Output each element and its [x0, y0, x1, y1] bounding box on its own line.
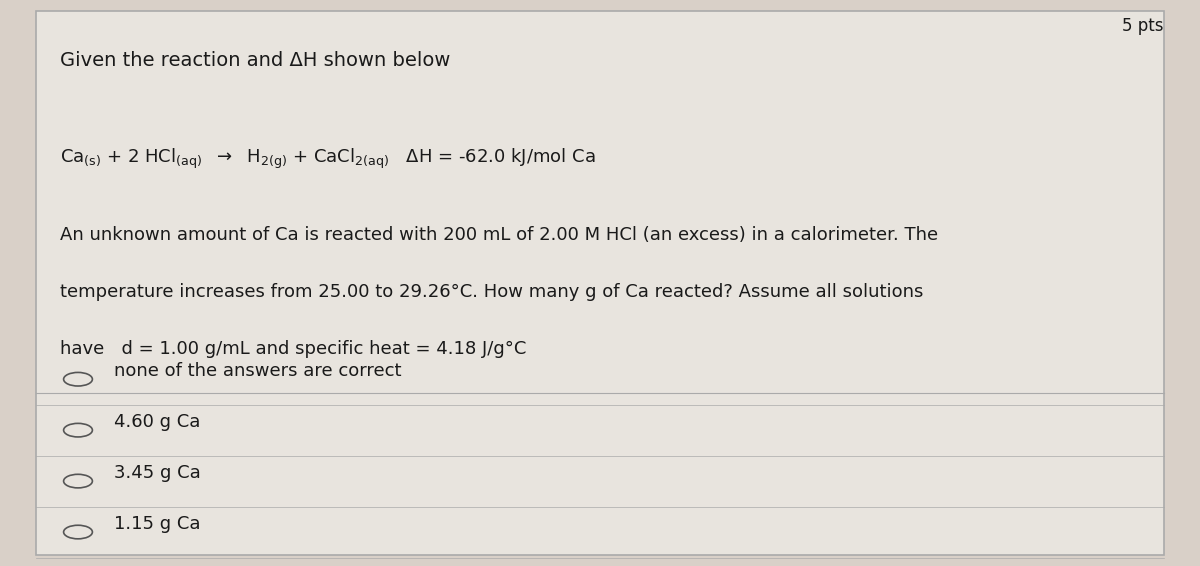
Text: none of the answers are correct: none of the answers are correct: [114, 362, 402, 380]
Text: 1.15 g Ca: 1.15 g Ca: [114, 515, 200, 533]
Text: temperature increases from 25.00 to 29.26°C. How many g of Ca reacted? Assume al: temperature increases from 25.00 to 29.2…: [60, 283, 923, 301]
Text: Given the reaction and ΔH shown below: Given the reaction and ΔH shown below: [60, 51, 450, 70]
Text: 3.45 g Ca: 3.45 g Ca: [114, 464, 200, 482]
FancyBboxPatch shape: [36, 11, 1164, 555]
Text: 5 pts: 5 pts: [1122, 17, 1164, 35]
Text: 4.60 g Ca: 4.60 g Ca: [114, 413, 200, 431]
Text: have   d = 1.00 g/mL and specific heat = 4.18 J/g°C: have d = 1.00 g/mL and specific heat = 4…: [60, 340, 527, 358]
Text: An unknown amount of Ca is reacted with 200 mL of 2.00 M HCl (an excess) in a ca: An unknown amount of Ca is reacted with …: [60, 226, 938, 245]
Text: Ca$_\mathregular{(s)}$ + 2 HCl$_\mathregular{(aq)}$  $\rightarrow$  H$_\mathregu: Ca$_\mathregular{(s)}$ + 2 HCl$_\mathreg…: [60, 147, 595, 171]
